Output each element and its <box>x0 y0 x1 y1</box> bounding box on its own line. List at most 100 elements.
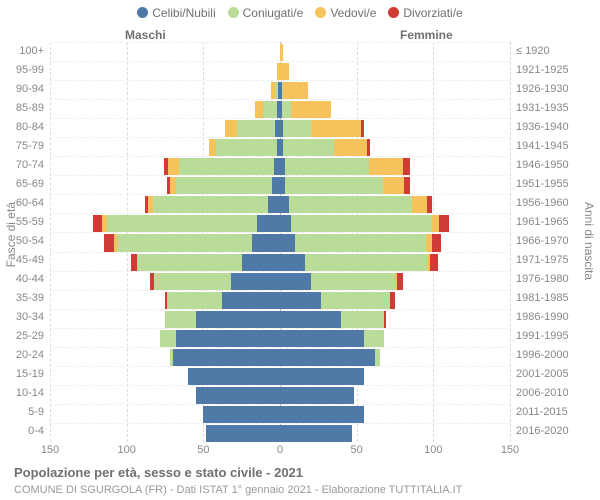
bar-female <box>280 82 308 99</box>
bar-segment <box>432 234 441 251</box>
bar-segment <box>257 215 280 232</box>
bar-segment <box>137 254 241 271</box>
label-females: Femmine <box>400 28 453 42</box>
bar-male <box>165 292 280 309</box>
bar-segment <box>173 349 280 366</box>
bar-segment <box>285 177 383 194</box>
bar-segment <box>282 101 291 118</box>
bar-segment <box>231 273 280 290</box>
legend-label: Celibi/Nubili <box>152 6 215 20</box>
bar-segment <box>432 215 440 232</box>
y-label-age: 45-49 <box>0 255 44 266</box>
x-tick-label: 150 <box>35 444 65 456</box>
pyramid-row <box>50 423 510 443</box>
bar-segment <box>280 406 364 423</box>
bar-segment <box>280 425 352 442</box>
label-males: Maschi <box>125 28 166 42</box>
pyramid-row <box>50 213 510 233</box>
legend-swatch <box>315 7 326 18</box>
bar-segment <box>280 349 375 366</box>
bar-segment <box>439 215 448 232</box>
bar-segment <box>93 215 102 232</box>
bar-segment <box>104 234 115 251</box>
bar-segment <box>176 330 280 347</box>
bar-female <box>280 139 370 156</box>
bar-female <box>280 63 289 80</box>
y-label-age: 15-19 <box>0 369 44 380</box>
y-label-age: 100+ <box>0 46 44 57</box>
population-pyramid-chart: Celibi/NubiliConiugati/eVedovi/eDivorzia… <box>0 0 600 500</box>
y-label-birth: 1981-1985 <box>516 293 569 304</box>
y-label-age: 0-4 <box>0 426 44 437</box>
bar-segment <box>364 330 384 347</box>
pyramid-row <box>50 99 510 119</box>
bar-segment <box>280 44 283 61</box>
bar-segment <box>311 120 362 137</box>
bar-male <box>164 158 281 175</box>
bar-male <box>104 234 280 251</box>
y-label-birth: 2011-2015 <box>516 407 568 418</box>
y-label-birth: 1941-1945 <box>516 141 569 152</box>
bar-segment <box>289 196 412 213</box>
y-label-age: 95-99 <box>0 65 44 76</box>
y-label-age: 80-84 <box>0 122 44 133</box>
bar-segment <box>375 349 380 366</box>
bar-segment <box>280 234 295 251</box>
y-axis-title-right: Anni di nascita <box>582 202 596 280</box>
bar-segment <box>188 368 280 385</box>
bar-segment <box>361 120 364 137</box>
bar-male <box>167 177 280 194</box>
y-label-age: 25-29 <box>0 331 44 342</box>
bar-female <box>280 254 438 271</box>
bar-segment <box>225 120 237 137</box>
y-label-age: 65-69 <box>0 179 44 190</box>
y-label-age: 60-64 <box>0 198 44 209</box>
bar-segment <box>252 234 280 251</box>
bar-segment <box>154 273 231 290</box>
y-label-age: 5-9 <box>0 407 44 418</box>
y-label-birth: 1936-1940 <box>516 122 569 133</box>
bar-segment <box>390 292 395 309</box>
bar-male <box>271 82 280 99</box>
y-label-birth: 2006-2010 <box>516 388 569 399</box>
bar-segment <box>206 425 280 442</box>
pyramid-row <box>50 61 510 81</box>
bar-female <box>280 177 410 194</box>
y-label-age: 75-79 <box>0 141 44 152</box>
bar-male <box>209 139 280 156</box>
pyramid-row <box>50 347 510 367</box>
bar-male <box>203 406 280 423</box>
legend-label: Coniugati/e <box>243 6 304 20</box>
bar-segment <box>107 215 257 232</box>
y-label-birth: 1951-1955 <box>516 179 569 190</box>
y-label-age: 40-44 <box>0 274 44 285</box>
pyramid-row <box>50 271 510 291</box>
bar-segment <box>263 101 277 118</box>
y-label-birth: 1976-1980 <box>516 274 569 285</box>
pyramid-row <box>50 309 510 329</box>
bar-segment <box>272 177 280 194</box>
bar-segment <box>397 273 403 290</box>
y-label-birth: 1921-1925 <box>516 65 569 76</box>
y-label-age: 70-74 <box>0 160 44 171</box>
chart-subtitle: COMUNE DI SGURGOLA (FR) - Dati ISTAT 1° … <box>14 484 586 496</box>
bar-segment <box>280 196 289 213</box>
bar-segment <box>383 177 404 194</box>
bar-segment <box>280 254 305 271</box>
bar-segment <box>255 101 263 118</box>
pyramid-row <box>50 42 510 62</box>
legend-swatch <box>228 7 239 18</box>
y-label-birth: 1931-1935 <box>516 103 569 114</box>
bar-segment <box>280 330 364 347</box>
y-label-age: 20-24 <box>0 350 44 361</box>
pyramid-row <box>50 328 510 348</box>
bar-segment <box>280 368 364 385</box>
bar-female <box>280 101 331 118</box>
bar-segment <box>283 120 311 137</box>
bar-segment <box>404 177 410 194</box>
y-label-age: 30-34 <box>0 312 44 323</box>
bar-female <box>280 120 364 137</box>
pyramid-row <box>50 156 510 176</box>
bar-segment <box>280 292 321 309</box>
bar-female <box>280 311 386 328</box>
